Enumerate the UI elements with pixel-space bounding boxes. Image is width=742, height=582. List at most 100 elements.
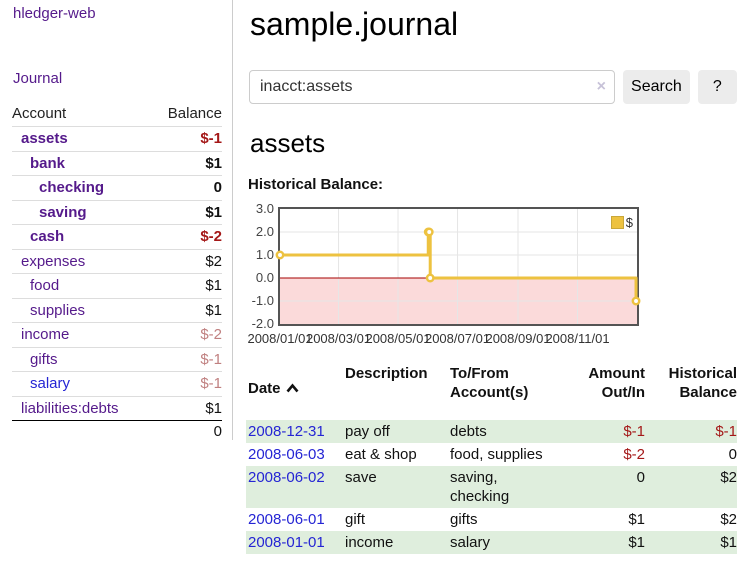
- brand-link[interactable]: hledger-web: [13, 5, 96, 22]
- transaction-description: income: [345, 534, 394, 551]
- balance-value: $-1: [200, 130, 222, 148]
- chart-plot-area: $: [275, 207, 641, 326]
- account-link-gifts[interactable]: gifts: [30, 350, 58, 368]
- transaction-date-link[interactable]: 2008-06-02: [248, 469, 325, 486]
- transaction-date-link[interactable]: 2008-12-31: [248, 423, 325, 440]
- transaction-accounts: saving, checking: [450, 469, 510, 505]
- account-heading: assets: [250, 128, 326, 158]
- transaction-accounts: salary: [450, 534, 491, 551]
- sidebar-divider: [232, 0, 233, 440]
- account-link-supplies[interactable]: supplies: [30, 301, 86, 319]
- x-axis-tick-label: 2008/05/01: [365, 331, 431, 346]
- x-axis-tick-label: 2008/09/01: [485, 331, 551, 346]
- register-row: 2008-06-03 eat & shop food, supplies $-2…: [246, 443, 737, 466]
- y-axis-tick-label: -2.0: [251, 316, 274, 331]
- transaction-balance: 0: [728, 446, 737, 463]
- legend-swatch-icon: [610, 216, 624, 229]
- transaction-date-link[interactable]: 2008-01-01: [248, 534, 325, 551]
- account-column-header: Account: [12, 105, 67, 122]
- y-axis-tick-label: 1.0: [255, 247, 274, 262]
- transaction-description: gift: [345, 511, 366, 528]
- register-row: 2008-06-02 save saving, checking 0 $2: [246, 466, 737, 508]
- account-link-saving[interactable]: saving: [39, 203, 87, 221]
- register-table: Date Description To/From Account(s) Amou…: [246, 362, 737, 554]
- account-row-cash: cash $-2: [12, 224, 222, 249]
- transaction-amount: $-1: [623, 423, 645, 440]
- clear-search-icon[interactable]: ×: [596, 78, 606, 95]
- register-header-row: Date Description To/From Account(s) Amou…: [246, 362, 737, 420]
- search-button[interactable]: Search: [623, 70, 690, 104]
- balance-value: $2: [205, 252, 222, 270]
- page-title: sample.journal: [250, 6, 459, 42]
- transaction-accounts: food, supplies: [450, 446, 543, 463]
- account-row-supplies: supplies $1: [12, 297, 222, 323]
- historical-balance-chart: 3.0 2.0 1.0 0.0 -1.0 -2.0 $ 2008/01/01 2008/03…: [247, 201, 740, 350]
- balance-value: $1: [205, 399, 222, 417]
- transaction-accounts: debts: [450, 423, 487, 440]
- account-link-bank[interactable]: bank: [30, 154, 66, 172]
- account-balance-table: Account Balance assets $-1 bank $1 check…: [12, 103, 222, 442]
- transaction-description: eat & shop: [345, 446, 417, 463]
- transaction-accounts: gifts: [450, 511, 478, 528]
- account-table-header: Account Balance: [12, 103, 222, 126]
- account-link-income[interactable]: income: [21, 326, 70, 344]
- legend-label: $: [625, 215, 633, 230]
- transaction-amount: $1: [628, 511, 645, 528]
- tofrom-column-header: To/From Account(s): [450, 365, 529, 401]
- account-link-liabilities-debts[interactable]: liabilities:debts: [21, 399, 119, 417]
- account-row-bank: bank $1: [12, 150, 222, 176]
- chart-title-label: Historical Balance:: [248, 176, 384, 193]
- account-link-assets[interactable]: assets: [21, 130, 68, 148]
- account-row-expenses: expenses $2: [12, 248, 222, 274]
- amount-column-header: Amount Out/In: [588, 365, 645, 401]
- search-bar: × Search ?: [249, 70, 737, 104]
- register-row: 2008-06-01 gift gifts $1 $2: [246, 508, 737, 531]
- account-link-food[interactable]: food: [30, 277, 60, 295]
- balance-value: $1: [205, 154, 222, 172]
- account-link-checking[interactable]: checking: [39, 179, 105, 197]
- account-row-gifts: gifts $-1: [12, 346, 222, 372]
- balance-value: 0: [213, 179, 222, 197]
- account-row-food: food $1: [12, 273, 222, 298]
- sidebar-item-journal[interactable]: Journal: [13, 70, 63, 87]
- account-row-salary: salary $-1: [12, 371, 222, 396]
- balance-value: $-1: [200, 350, 222, 368]
- x-axis-tick-label: 2008/11/01: [545, 331, 610, 346]
- balance-value: $-2: [200, 228, 222, 246]
- register-row: 2008-01-01 income salary $1 $1: [246, 531, 737, 554]
- account-row-liabilities-debts: liabilities:debts $1: [12, 395, 222, 421]
- balance-column-header: Balance: [167, 105, 222, 122]
- y-axis-tick-label: 2.0: [255, 224, 274, 239]
- transaction-description: save: [345, 469, 377, 486]
- balance-value: $1: [205, 277, 222, 295]
- search-input-wrap: ×: [249, 70, 615, 104]
- transaction-balance: $2: [720, 511, 737, 528]
- accounts-total-row: 0: [12, 420, 222, 442]
- account-link-expenses[interactable]: expenses: [21, 252, 86, 270]
- help-button[interactable]: ?: [697, 70, 737, 104]
- account-row-saving: saving $1: [12, 199, 222, 225]
- y-axis-tick-label: 0.0: [255, 270, 274, 285]
- description-column-header: Description: [345, 365, 428, 382]
- date-column-header[interactable]: Date: [246, 362, 345, 415]
- balance-value: $1: [205, 203, 222, 221]
- transaction-date-link[interactable]: 2008-06-03: [248, 446, 325, 463]
- chart-legend: $: [609, 214, 634, 231]
- account-link-cash[interactable]: cash: [30, 228, 65, 246]
- transaction-balance: $-1: [715, 423, 737, 440]
- search-input[interactable]: [249, 70, 615, 104]
- balance-value: $-1: [200, 375, 222, 393]
- account-row-assets: assets $-1: [12, 126, 222, 151]
- account-row-checking: checking 0: [12, 175, 222, 200]
- register-row: 2008-12-31 pay off debts $-1 $-1: [246, 420, 737, 443]
- transaction-amount: $1: [628, 534, 645, 551]
- transaction-amount: $-2: [623, 446, 645, 463]
- transaction-date-link[interactable]: 2008-06-01: [248, 511, 325, 528]
- transaction-balance: $1: [720, 534, 737, 551]
- x-axis-tick-label: 2008/03/01: [305, 331, 372, 346]
- x-axis-tick-label: 2008/01/01: [247, 331, 313, 346]
- account-link-salary[interactable]: salary: [30, 375, 71, 393]
- balance-value: $1: [205, 301, 222, 319]
- y-axis-tick-label: -1.0: [251, 293, 274, 308]
